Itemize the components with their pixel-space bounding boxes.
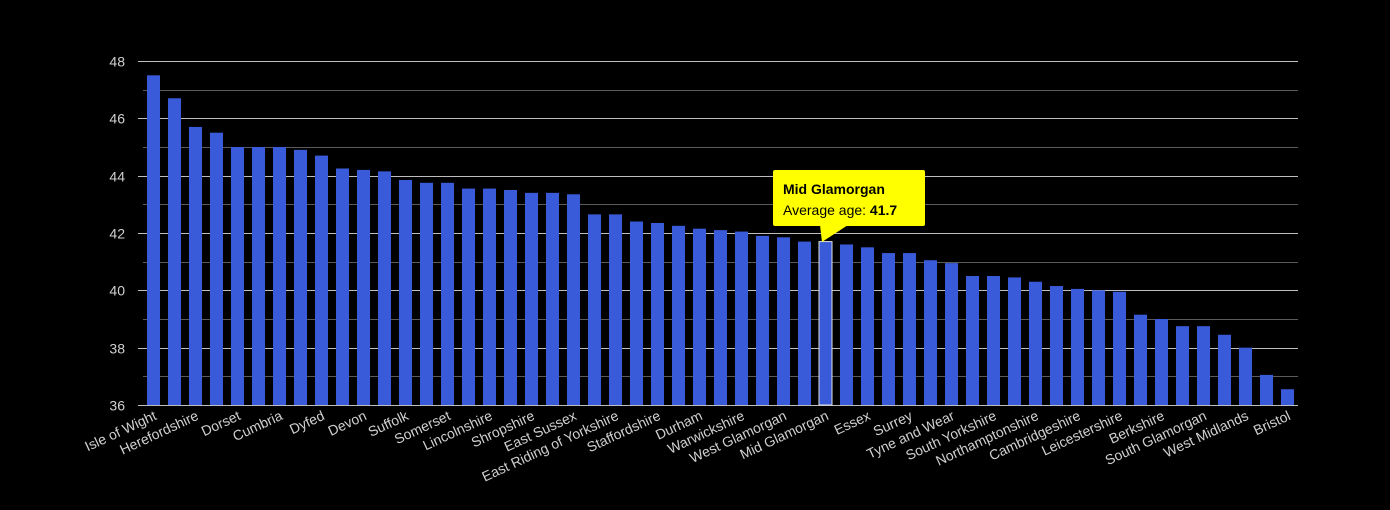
bar[interactable] (1049, 286, 1064, 405)
bar[interactable] (1133, 314, 1148, 405)
bar[interactable] (692, 228, 707, 405)
bar[interactable] (251, 147, 266, 405)
bar[interactable] (545, 192, 560, 405)
bar[interactable] (650, 222, 665, 405)
bar[interactable] (377, 171, 392, 405)
y-tick-label: 44 (109, 169, 125, 185)
bar[interactable] (776, 237, 791, 405)
bar[interactable] (881, 253, 896, 405)
tooltip-body: Average age: 41.7 (783, 200, 915, 221)
bar[interactable] (524, 192, 539, 405)
bar[interactable] (482, 188, 497, 405)
bar[interactable] (1070, 288, 1085, 405)
tooltip-pointer (820, 225, 848, 242)
bar[interactable] (944, 263, 959, 405)
bar[interactable] (230, 147, 245, 405)
bar[interactable] (1091, 290, 1106, 405)
bar[interactable] (461, 188, 476, 405)
bar[interactable] (293, 149, 308, 405)
bar[interactable] (503, 190, 518, 405)
bar[interactable] (272, 147, 287, 405)
y-tick-label: 36 (109, 398, 125, 414)
x-tick-label: Devon (325, 407, 368, 439)
tooltip-value: 41.7 (869, 202, 898, 218)
bar[interactable] (734, 231, 749, 405)
bar[interactable] (902, 253, 917, 405)
bar[interactable] (566, 194, 581, 405)
bar[interactable] (419, 182, 434, 405)
bar[interactable] (986, 276, 1001, 405)
tooltip: Mid Glamorgan Average age: 41.7 (773, 170, 925, 226)
bar[interactable] (608, 214, 623, 405)
bar[interactable] (209, 132, 224, 406)
y-tick-label: 46 (109, 111, 125, 127)
y-tick-label: 42 (109, 226, 125, 242)
bar[interactable] (797, 241, 812, 405)
y-tick-label: 38 (109, 341, 125, 357)
bar[interactable] (755, 235, 770, 405)
bar[interactable] (587, 214, 602, 405)
bar[interactable] (629, 221, 644, 405)
bar[interactable] (1175, 326, 1190, 405)
bar[interactable] (1028, 281, 1043, 405)
bar[interactable] (1217, 334, 1232, 405)
bar[interactable] (1154, 319, 1169, 405)
y-tick-label: 48 (109, 54, 125, 70)
bar[interactable] (314, 155, 329, 405)
bar[interactable] (839, 244, 854, 405)
bar[interactable] (1259, 374, 1274, 405)
bars (146, 75, 1295, 406)
bar[interactable] (860, 247, 875, 405)
bar[interactable] (188, 126, 203, 406)
bar[interactable] (1238, 347, 1253, 405)
bar-highlighted[interactable] (818, 241, 833, 406)
bar[interactable] (335, 168, 350, 406)
tooltip-title: Mid Glamorgan (783, 181, 885, 197)
bar[interactable] (356, 169, 371, 405)
bar[interactable] (671, 225, 686, 405)
bar[interactable] (1196, 326, 1211, 405)
bar[interactable] (1280, 389, 1295, 405)
bar[interactable] (713, 230, 728, 405)
x-tick-label: Bristol (1251, 407, 1293, 438)
bar[interactable] (440, 182, 455, 405)
bar[interactable] (1007, 277, 1022, 405)
bar[interactable] (923, 260, 938, 405)
bar[interactable] (1112, 291, 1127, 405)
bar[interactable] (146, 75, 161, 405)
bar[interactable] (965, 276, 980, 405)
tooltip-label: Average age: (783, 202, 870, 218)
y-axis-ticks: 36 38 40 42 44 46 48 (109, 54, 125, 414)
bar[interactable] (167, 98, 182, 406)
x-tick-label: Dyfed (287, 407, 327, 437)
bar[interactable] (398, 179, 413, 405)
x-tick-label: Essex (831, 407, 872, 438)
y-tick-label: 40 (109, 283, 125, 299)
